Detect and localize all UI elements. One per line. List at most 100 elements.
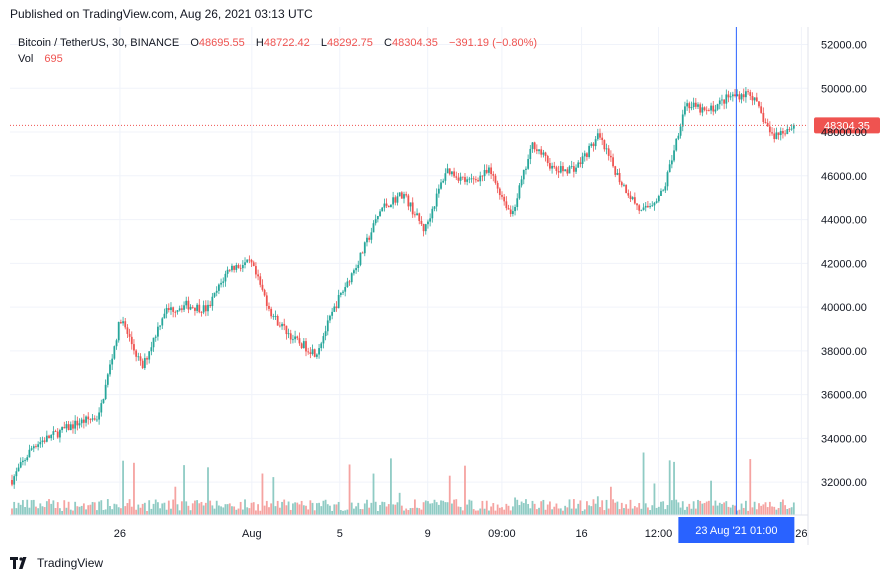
volume-bar <box>623 508 625 515</box>
candle-body <box>85 416 87 423</box>
volume-bar <box>453 499 455 515</box>
volume-bar <box>668 460 671 515</box>
candle-body <box>516 198 519 207</box>
candle-body <box>405 194 408 196</box>
volume-bar <box>533 503 536 515</box>
volume-bar <box>281 501 283 515</box>
candle-body <box>255 266 257 275</box>
volume-bar <box>544 509 547 515</box>
candle-body <box>278 325 281 327</box>
volume-bar <box>56 502 59 515</box>
volume-bar <box>638 503 641 515</box>
candle-body <box>623 184 625 186</box>
price-chart[interactable]: 48304.35 23 Aug '21 01:00 32000.00 34000.0… <box>10 27 888 547</box>
volume-bar <box>725 501 728 515</box>
candle-body <box>113 346 116 359</box>
candle-body <box>115 340 118 347</box>
volume-bar <box>488 510 490 515</box>
volume-bar <box>435 502 438 515</box>
candle-body <box>154 336 157 338</box>
volume-bar <box>729 507 732 515</box>
volume-bar <box>146 510 148 515</box>
volume-bar <box>474 510 477 515</box>
candle-body <box>185 300 188 306</box>
candle-body <box>307 351 310 353</box>
candle-body <box>37 444 40 447</box>
volume-bar <box>636 507 638 515</box>
volume-bar <box>250 502 253 515</box>
volume-bar <box>640 508 643 515</box>
candle-body <box>599 133 601 138</box>
volume-bar <box>627 508 630 515</box>
candle-body <box>751 95 754 101</box>
volume-bar <box>65 507 68 515</box>
candle-body <box>627 193 630 196</box>
volume-bar <box>43 507 46 515</box>
candle-body <box>649 206 651 208</box>
candle-body <box>215 290 218 293</box>
candle-body <box>82 419 85 423</box>
candle-body <box>433 206 436 209</box>
volume-bar <box>298 504 301 515</box>
candle-body <box>607 148 610 156</box>
candle-body <box>697 104 699 107</box>
candle-body <box>67 424 70 431</box>
volume-bars <box>11 452 795 515</box>
volume-bar <box>126 503 129 515</box>
candle-body <box>581 156 584 165</box>
volume-bar <box>745 500 747 515</box>
volume-bar <box>143 502 146 515</box>
volume-bar <box>119 508 122 515</box>
candle-body <box>109 364 111 375</box>
volume-bar <box>329 505 331 515</box>
volume-bar <box>363 503 366 515</box>
volume-bar <box>344 510 347 515</box>
volume-bar <box>562 510 564 515</box>
candle-body <box>418 213 421 221</box>
volume-bar <box>655 507 658 515</box>
candle-body <box>592 143 595 147</box>
volume-bar <box>231 506 233 515</box>
candle-body <box>17 467 20 472</box>
volume-bar <box>409 508 412 515</box>
volume-bar <box>400 505 403 515</box>
candle-body <box>566 169 569 174</box>
volume-bar <box>631 508 634 515</box>
volume-bar <box>747 510 749 515</box>
volume-bar <box>505 503 508 515</box>
candle-body <box>760 106 763 113</box>
volume-bar <box>525 499 527 515</box>
chart-canvas[interactable]: 48304.35 23 Aug '21 01:00 32000.00 34000.0… <box>10 27 888 547</box>
candle-body <box>479 175 482 182</box>
candle-body <box>102 399 105 404</box>
candle-body <box>128 333 131 337</box>
candle-body <box>239 267 242 269</box>
candle-body <box>653 202 656 206</box>
volume-bar <box>104 509 107 515</box>
candle-body <box>546 155 549 164</box>
volume-bar <box>588 505 591 515</box>
volume-bar <box>775 509 778 515</box>
volume-bar <box>723 502 726 515</box>
candle-body <box>133 344 135 351</box>
volume-bar <box>387 504 390 515</box>
candle-body <box>305 341 307 352</box>
candle-body <box>202 305 205 313</box>
volume-bar <box>307 509 310 515</box>
candle-body <box>387 205 390 208</box>
volume-bar <box>616 501 619 515</box>
volume-bar <box>690 508 693 515</box>
candle-body <box>723 99 726 104</box>
volume-bar <box>653 483 656 515</box>
candle-body <box>498 188 501 196</box>
volume-bar <box>98 501 101 515</box>
volume-bar <box>289 509 292 515</box>
volume-bar <box>496 504 499 515</box>
candle-body <box>457 177 460 181</box>
last-price-badge <box>814 117 880 134</box>
candle-body <box>629 195 632 200</box>
volume-bar <box>755 509 758 515</box>
volume-bar <box>379 505 381 515</box>
candle-body <box>366 237 368 243</box>
volume-bar <box>692 501 695 515</box>
